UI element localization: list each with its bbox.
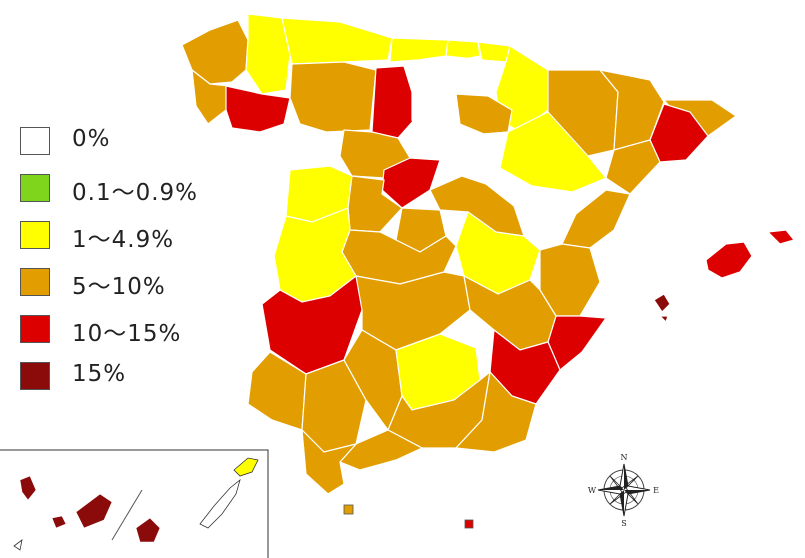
legend-swatch — [20, 127, 50, 155]
legend-swatch — [20, 315, 50, 343]
island-fuerteventura — [199, 478, 241, 529]
province-gipuzkoa — [477, 41, 511, 63]
province-granada — [387, 370, 491, 449]
compass-s-label: S — [621, 519, 626, 528]
legend-label: 5～10% — [72, 274, 166, 300]
province-ciudad-real — [355, 271, 471, 351]
legend-swatch — [20, 362, 50, 390]
island-gran-canaria — [135, 517, 161, 543]
compass-rose: N E S W — [588, 453, 659, 528]
legend-item: 0% — [20, 124, 240, 155]
province-soria — [439, 127, 509, 185]
compass-w-label: W — [588, 486, 597, 495]
island-tenerife — [75, 493, 113, 529]
island-mallorca — [705, 241, 753, 279]
melilla-marker — [464, 519, 474, 529]
compass-n-label: N — [621, 453, 628, 462]
legend-item: 10～15% — [20, 312, 240, 347]
island-menorca — [766, 229, 796, 245]
legend-item: 0.1～0.9% — [20, 171, 240, 206]
legend-item: 15% — [20, 359, 240, 390]
province-extra-light-west — [247, 255, 281, 305]
province-biscay — [445, 39, 481, 61]
canary-divider-line — [111, 489, 143, 541]
province-cadiz — [301, 428, 358, 495]
legend-swatch — [20, 174, 50, 202]
province-leon — [289, 61, 377, 133]
legend-swatch — [20, 221, 50, 249]
legend-label: 0% — [72, 126, 111, 152]
ceuta-marker — [343, 504, 354, 515]
legend-label: 10～15% — [72, 321, 182, 347]
province-tarragona — [605, 139, 661, 195]
province-zaragoza — [499, 111, 607, 193]
island-la-gomera — [51, 515, 67, 529]
canary-inset-frame — [0, 449, 269, 558]
legend-label: 0.1～0.9% — [72, 180, 199, 206]
legend-item: 5～10% — [20, 265, 240, 300]
province-zamora — [283, 123, 345, 169]
island-formentera — [658, 315, 669, 324]
legend-item: 1～4.9% — [20, 218, 240, 253]
island-lanzarote — [233, 457, 259, 477]
legend-label: 15% — [72, 361, 127, 387]
province-albacete — [463, 274, 557, 351]
compass-e-label: E — [653, 486, 659, 495]
legend-label: 1～4.9% — [72, 227, 175, 253]
province-ourense — [225, 85, 291, 133]
province-cantabria — [389, 37, 449, 63]
island-el-hierro — [13, 539, 23, 551]
legend-swatch — [20, 268, 50, 296]
province-almeria — [454, 370, 537, 453]
province-asturias — [281, 17, 393, 65]
island-la-palma — [19, 475, 37, 501]
island-ibiza — [653, 293, 671, 313]
